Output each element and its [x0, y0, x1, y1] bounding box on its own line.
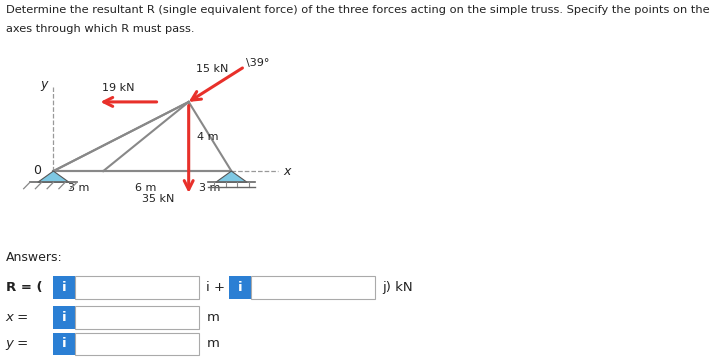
Text: i: i — [62, 281, 66, 294]
Text: x: x — [283, 165, 290, 178]
Bar — [53, 306, 75, 329]
Polygon shape — [38, 171, 69, 182]
Bar — [75, 306, 199, 329]
Text: j) kN: j) kN — [382, 281, 413, 294]
Text: 3 m: 3 m — [199, 183, 221, 193]
Text: Determine the resultant R (single equivalent force) of the three forces acting o: Determine the resultant R (single equiva… — [6, 5, 712, 15]
Text: 0: 0 — [33, 164, 41, 177]
Text: 15 kN: 15 kN — [197, 64, 229, 74]
Text: R = (: R = ( — [6, 281, 42, 294]
Text: i: i — [62, 311, 66, 324]
Bar — [251, 276, 375, 299]
Text: 35 kN: 35 kN — [142, 194, 174, 204]
Text: m: m — [206, 311, 219, 324]
Bar — [75, 333, 199, 355]
Text: y: y — [41, 78, 48, 91]
Bar — [53, 276, 75, 299]
Text: i: i — [238, 281, 242, 294]
Bar — [229, 276, 251, 299]
Bar — [75, 276, 199, 299]
Bar — [53, 333, 75, 355]
Text: 3 m: 3 m — [68, 183, 89, 193]
Text: y =: y = — [6, 337, 29, 351]
Text: x =: x = — [6, 311, 29, 324]
Text: Answers:: Answers: — [6, 251, 63, 264]
Text: 19 kN: 19 kN — [102, 83, 135, 93]
Text: i: i — [62, 337, 66, 351]
Text: 6 m: 6 m — [135, 183, 157, 193]
Text: i +: i + — [206, 281, 226, 294]
Text: 4 m: 4 m — [197, 131, 219, 142]
Polygon shape — [216, 171, 247, 182]
Text: \39°: \39° — [246, 58, 269, 68]
Text: axes through which R must pass.: axes through which R must pass. — [6, 24, 194, 33]
Text: m: m — [206, 337, 219, 351]
